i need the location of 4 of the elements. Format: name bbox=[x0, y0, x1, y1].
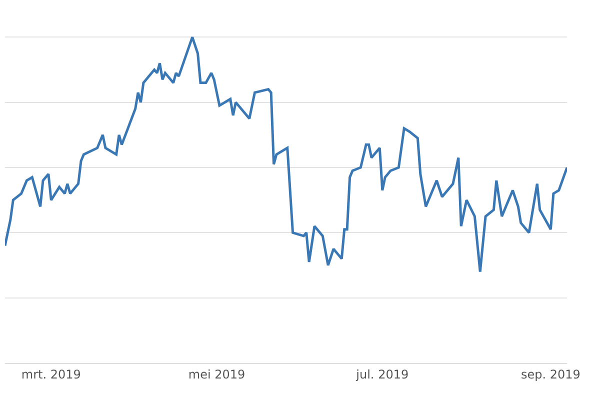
x-tick-label: sep. 2019 bbox=[521, 367, 580, 382]
x-tick-label: mei 2019 bbox=[188, 367, 246, 382]
x-tick-label: mrt. 2019 bbox=[21, 367, 81, 382]
x-tick-label: jul. 2019 bbox=[355, 367, 409, 382]
